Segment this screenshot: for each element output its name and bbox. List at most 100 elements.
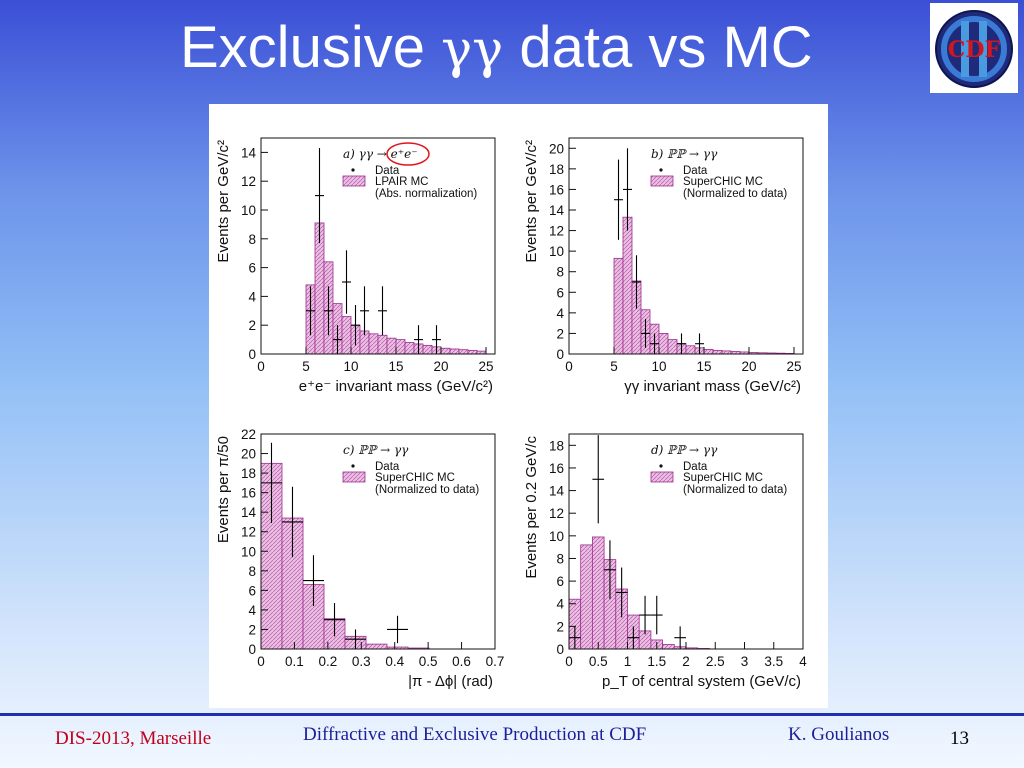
plot-frame — [260, 433, 496, 650]
legend-entry-note: (Abs. normalization) — [375, 188, 477, 200]
y-axis-label: Events per GeV/c² — [215, 140, 232, 263]
mc-bar — [685, 345, 696, 355]
y-tick-label: 2 — [248, 318, 256, 333]
y-axis-label: Events per 0.2 GeV/c — [523, 436, 540, 579]
mc-bar — [662, 644, 675, 650]
y-tick-label: 4 — [248, 603, 256, 618]
mc-bar — [365, 643, 388, 650]
x-tick-label: 5 — [610, 359, 618, 374]
title-greek: γγ — [441, 20, 504, 80]
x-tick-label: 0.5 — [589, 654, 608, 669]
y-tick-label: 18 — [549, 162, 564, 177]
legend-entry-mc: SuperCHIC MC — [683, 472, 763, 484]
y-tick-label: 8 — [248, 232, 256, 247]
footer-rule — [0, 713, 1024, 716]
x-tick-label: 1 — [624, 654, 632, 669]
x-tick-label: 5 — [302, 359, 310, 374]
x-tick-label: 2 — [682, 654, 690, 669]
x-tick-label: 0.6 — [452, 654, 471, 669]
mc-bar — [613, 257, 624, 355]
x-tick-label: 15 — [696, 359, 711, 374]
y-tick-label: 10 — [549, 244, 564, 259]
legend-marker-data — [659, 464, 663, 468]
y-tick-label: 6 — [248, 261, 256, 276]
y-tick-label: 8 — [556, 551, 564, 566]
mc-bar — [703, 348, 714, 355]
page-number: 13 — [950, 728, 969, 749]
mc-bar — [467, 349, 478, 355]
y-tick-label: 8 — [248, 564, 256, 579]
mc-bar — [395, 339, 406, 355]
mc-bar — [440, 347, 451, 355]
x-tick-label: 0 — [257, 654, 265, 669]
legend-swatch-mc — [650, 175, 674, 187]
mc-bar — [622, 216, 633, 355]
y-tick-label: 0 — [248, 347, 256, 362]
cdf-logo: CDF — [930, 3, 1018, 93]
legend-entry-data: Data — [375, 165, 400, 177]
x-tick-label: 25 — [478, 359, 493, 374]
y-tick-label: 4 — [248, 289, 256, 304]
y-tick-label: 0 — [556, 642, 564, 657]
y-tick-label: 6 — [248, 583, 256, 598]
x-tick-label: 0 — [257, 359, 265, 374]
chart-panel-a: 0 2 4 6 8 10 12 14 0 5 10 15 20 25 e⁺e⁻ invariant mass… — [215, 137, 496, 395]
x-tick-label: 10 — [343, 359, 358, 374]
x-axis-label: p_T of central system (GeV/c) — [602, 673, 801, 690]
legend-entry-note: (Normalized to data) — [683, 484, 787, 496]
x-axis-label: |π - Δϕ| (rad) — [408, 673, 493, 690]
y-tick-label: 16 — [549, 461, 564, 476]
y-tick-label: 14 — [241, 145, 257, 160]
legend-marker-data — [351, 464, 355, 468]
mc-bar — [341, 316, 352, 355]
mc-bar — [422, 344, 433, 355]
y-axis-label: Events per GeV/c² — [523, 140, 540, 263]
legend-swatch-mc — [342, 471, 366, 483]
y-tick-label: 22 — [241, 427, 256, 442]
title-prefix: Exclusive — [180, 15, 442, 80]
y-tick-label: 14 — [549, 203, 565, 218]
legend-entry-data: Data — [683, 461, 708, 473]
x-tick-label: 3.5 — [764, 654, 783, 669]
chart-panel-b: 0 2 4 6 8 10 12 14 16 18 20 0 5 10 15 20 25 γγ invariant … — [523, 137, 804, 395]
legend-entry-mc: LPAIR MC — [375, 176, 428, 188]
x-tick-label: 0 — [565, 359, 573, 374]
mc-bar — [377, 334, 388, 355]
panel-label: b) ℙℙ → γγ — [651, 147, 718, 161]
legend-marker-data — [351, 168, 355, 172]
y-tick-label: 2 — [556, 619, 564, 634]
mc-bar — [658, 333, 669, 355]
x-tick-label: 0.5 — [419, 654, 438, 669]
x-tick-label: 0.7 — [486, 654, 505, 669]
figure-panel: 0 2 4 6 8 10 12 14 0 5 10 15 20 25 e⁺e⁻ invariant mass… — [209, 104, 828, 708]
mc-bar — [386, 337, 397, 355]
mc-bar — [580, 544, 593, 650]
y-tick-label: 10 — [549, 529, 564, 544]
y-tick-label: 12 — [549, 224, 564, 239]
y-tick-label: 6 — [556, 574, 564, 589]
mc-bar — [667, 339, 678, 355]
slide-title: Exclusive γγ data vs MC — [180, 14, 860, 81]
mc-bar — [404, 342, 415, 355]
legend-swatch-mc — [650, 471, 674, 483]
footer-conference: DIS-2013, Marseille — [55, 728, 212, 749]
y-tick-label: 4 — [556, 597, 564, 612]
legend-entry-mc: SuperCHIC MC — [683, 176, 763, 188]
panel-label: d) ℙℙ → γγ — [651, 443, 718, 457]
legend-marker-data — [659, 168, 663, 172]
y-tick-label: 10 — [241, 203, 256, 218]
panel-label: a) γγ → e⁺e⁻ — [343, 147, 418, 161]
mc-bar — [591, 536, 605, 650]
footer-talk-title: Diffractive and Exclusive Production at … — [303, 724, 647, 745]
legend-entry-note: (Normalized to data) — [375, 484, 479, 496]
y-tick-label: 20 — [549, 141, 564, 156]
footer-author: K. Goulianos — [788, 724, 890, 745]
x-tick-label: 0 — [565, 654, 573, 669]
legend-entry-note: (Normalized to data) — [683, 188, 787, 200]
mc-bar — [449, 348, 460, 355]
legend-entry-data: Data — [683, 165, 708, 177]
legend-entry-mc: SuperCHIC MC — [375, 472, 455, 484]
y-tick-label: 18 — [241, 466, 256, 481]
plot-frame — [260, 137, 496, 355]
